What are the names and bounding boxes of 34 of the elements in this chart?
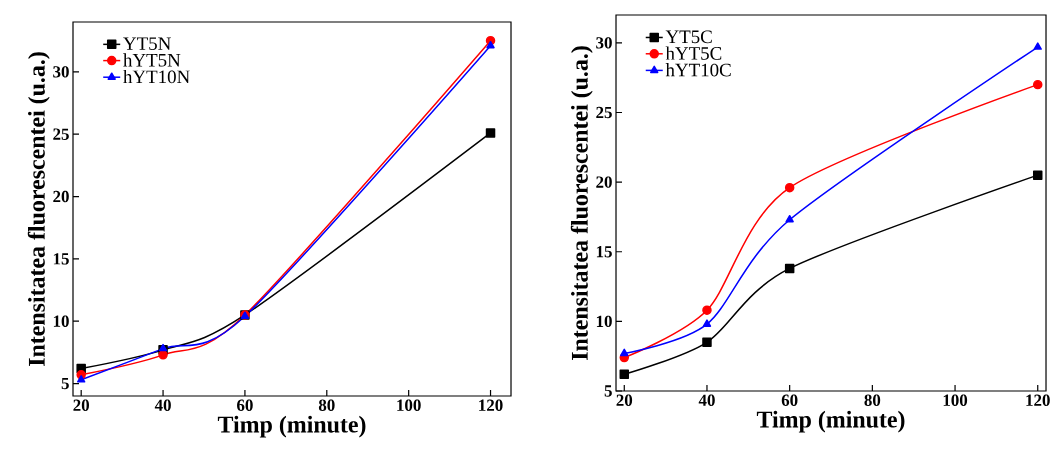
x-tick-label: 20 [616,394,633,406]
legend-label: YT5N [123,37,171,50]
y-tick-label: 10 [596,315,612,328]
y-tick-label: 25 [53,128,69,140]
x-axis-title: Timp (minute) [217,415,366,438]
x-axis-title: Timp (minute) [756,410,905,433]
y-tick-label: 30 [596,37,612,49]
legend-label: hYT5N [123,53,181,67]
x-tick-label: 100 [397,399,421,411]
x-tick-label: 120 [479,399,503,411]
legend-label: hYT10N [123,69,190,84]
y-axis-title: Intensitatea fluorescentei (u.a.) [570,46,593,361]
x-tick-label: 100 [943,394,968,406]
x-tick-label: 120 [1026,394,1050,406]
legend-label: YT5C [665,30,712,44]
legend-label: hYT5C [665,46,722,60]
y-tick-label: 15 [596,246,612,258]
x-tick-label: 40 [154,399,171,411]
x-tick-label: 20 [73,399,90,411]
y-tick-label: 20 [596,176,612,188]
y-tick-label: 30 [53,66,69,78]
y-tick-label: 5 [61,377,69,390]
y-axis-title: Intensitatea fluorescentei (u.a.) [27,52,50,367]
x-tick-label: 80 [318,399,335,411]
x-tick-label: 80 [864,394,881,406]
x-tick-label: 40 [698,394,715,406]
x-tick-label: 60 [781,394,798,406]
y-tick-label: 10 [53,315,69,327]
y-tick-label: 25 [596,106,612,119]
y-tick-label: 15 [53,253,69,265]
y-tick-label: 5 [604,385,612,397]
x-tick-label: 60 [237,399,253,411]
y-tick-label: 20 [53,190,69,203]
legend-label: hYT10C [665,63,731,77]
